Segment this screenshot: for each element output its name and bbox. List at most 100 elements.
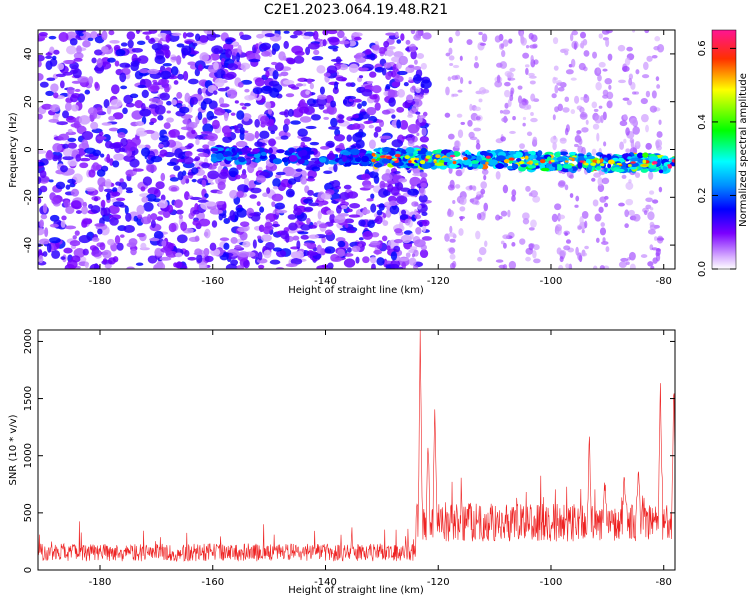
heatmap-cell	[88, 204, 93, 209]
heatmap-cell	[90, 205, 101, 214]
heatmap-cell	[289, 34, 298, 39]
heatmap-cell	[283, 40, 289, 49]
heatmap-cell	[282, 123, 289, 133]
heatmap-cell	[67, 137, 77, 142]
heatmap-cell	[89, 245, 98, 251]
heatmap-cell	[309, 82, 314, 90]
heatmap-cell	[147, 68, 159, 75]
heatmap-cell	[159, 256, 172, 261]
heatmap-cell	[297, 128, 308, 137]
heatmap-cell	[551, 213, 558, 223]
heatmap-cell	[506, 72, 514, 79]
colorbar-scale	[711, 29, 737, 270]
heatmap-cell	[557, 86, 565, 92]
heatmap-cell	[160, 194, 166, 202]
heatmap-cell	[421, 219, 430, 227]
heatmap-cell	[234, 244, 242, 250]
heatmap-cell	[114, 144, 122, 154]
heatmap-cell	[71, 104, 79, 112]
heatmap-cell	[573, 42, 577, 51]
snr-y-tick-label: 2000	[23, 329, 34, 354]
heatmap-cell	[260, 151, 267, 156]
heatmap-cell	[48, 118, 60, 123]
heatmap-cell	[66, 45, 77, 55]
colorbar-tick-label: 0.4	[697, 114, 708, 130]
heatmap-cell	[568, 151, 577, 156]
heatmap-cell	[423, 88, 430, 94]
heatmap-cell	[166, 110, 171, 114]
heatmap-cell	[632, 213, 641, 222]
heatmap-cell	[626, 46, 633, 52]
heatmap-cell	[186, 127, 194, 132]
colorbar-tick-label: 0.2	[697, 188, 708, 204]
heatmap-cell	[223, 132, 232, 138]
heatmap-cell	[236, 265, 245, 269]
heatmap-cell	[170, 66, 179, 76]
heatmap-cell	[337, 248, 345, 257]
heatmap-cell	[592, 199, 599, 207]
heatmap-cell	[478, 31, 483, 36]
heatmap-cell	[142, 176, 153, 186]
heatmap-cell	[558, 156, 568, 161]
heatmap-cell	[434, 162, 445, 167]
heatmap-cell	[425, 155, 431, 160]
heatmap-cell	[306, 251, 318, 256]
heatmap-cell	[408, 76, 413, 81]
heatmap-cell	[200, 197, 207, 201]
heatmap-cell	[163, 122, 171, 129]
heatmap-cell	[179, 106, 190, 114]
heatmap-cell	[413, 94, 422, 102]
heatmap-cell	[500, 43, 505, 49]
heatmap-cell	[351, 32, 363, 37]
heatmap-cell	[525, 45, 530, 49]
heatmap-cell	[63, 199, 71, 208]
heatmap-cell	[366, 54, 375, 58]
heatmap-cell	[182, 265, 188, 269]
heatmap-cell	[415, 87, 421, 94]
heatmap-cell	[186, 32, 194, 38]
heatmap-cell	[305, 46, 311, 56]
heatmap-cell	[579, 160, 585, 163]
heatmap-cell	[419, 136, 429, 143]
heatmap-cell	[104, 140, 113, 149]
heatmap-cell	[604, 78, 613, 85]
heatmap-cell	[261, 50, 271, 57]
heatmap-cell	[564, 184, 569, 191]
heatmap-cell	[335, 76, 348, 82]
heatmap-cell	[338, 40, 350, 45]
heatmap-cell	[85, 187, 96, 192]
heatmap-cell	[449, 253, 456, 260]
heatmap-cell	[418, 194, 428, 203]
heatmap-cell	[381, 235, 388, 242]
heatmap-cell	[411, 104, 419, 112]
heatmap-cell	[184, 191, 190, 201]
heatmap-cell	[409, 246, 418, 250]
heatmap-cell	[407, 188, 420, 196]
heatmap-cell	[48, 35, 57, 40]
heatmap-cell	[255, 157, 260, 163]
heatmap-cell	[362, 209, 371, 215]
heatmap-cell	[227, 63, 239, 71]
heatmap-x-tick-label: -80	[656, 276, 672, 287]
heatmap-cell	[599, 265, 605, 269]
heatmap-cell	[182, 32, 187, 39]
heatmap-cell	[223, 151, 233, 156]
heatmap-cell	[243, 102, 251, 107]
heatmap-cell	[569, 33, 574, 42]
heatmap-cell	[343, 184, 352, 190]
heatmap-cell	[554, 152, 561, 158]
heatmap-cell	[150, 155, 163, 163]
heatmap-cell	[173, 80, 179, 85]
heatmap-cell	[136, 40, 146, 46]
heatmap-cell	[401, 261, 406, 269]
heatmap-cell	[405, 137, 413, 141]
heatmap-cell	[164, 48, 171, 59]
heatmap-cell	[624, 209, 630, 218]
heatmap-cell	[258, 139, 271, 143]
heatmap-cell	[300, 234, 310, 240]
heatmap-cell	[250, 187, 262, 194]
heatmap-cell	[300, 175, 308, 185]
heatmap-cell	[115, 49, 126, 57]
heatmap-cell	[65, 206, 75, 214]
heatmap-cell	[617, 44, 626, 52]
